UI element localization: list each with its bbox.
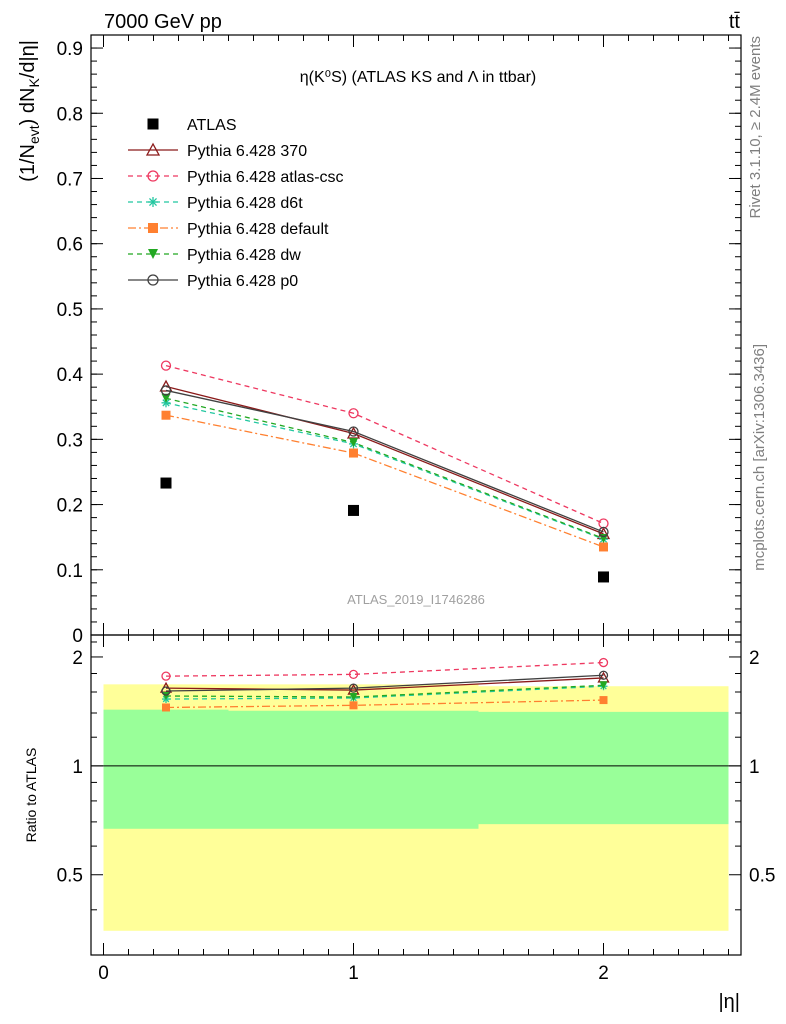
legend-marker [148, 223, 158, 233]
legend-label: Pythia 6.428 d6t [187, 195, 303, 212]
data-point-pythia-6-428-default [599, 542, 608, 552]
ratio-line-pythia-6-428-atlas-csc [165, 661, 604, 677]
main-y-tick-label: 0.1 [57, 561, 83, 582]
data-point-atlas [348, 504, 359, 516]
analysis-watermark: ATLAS_2019_I1746286 [347, 592, 485, 607]
ratio-series-pythia-6-428-default [162, 696, 608, 712]
main-y-axis-label: (1/Nevt) dNK/d|η| [17, 40, 42, 182]
uncertainty-band-inner [103, 709, 229, 829]
legend-label: Pythia 6.428 p0 [187, 273, 298, 290]
main-y-tick-label: 0.9 [57, 39, 83, 60]
data-point-pythia-6-428-default [349, 448, 358, 458]
ratio-y-tick-label-right: 1 [749, 757, 760, 778]
data-point-pythia-6-428-atlas-csc [598, 518, 609, 529]
ratio-plot-frame [90, 634, 742, 956]
legend-marker [148, 249, 158, 259]
ratio-point-pythia-6-428-dw [599, 681, 608, 690]
uncertainty-band-inner [228, 710, 479, 829]
series-pythia-6-428-default [161, 410, 608, 552]
legend-marker [147, 274, 159, 286]
legend-item-pythia-6-428-atlas-csc: Pythia 6.428 atlas-csc [128, 169, 344, 186]
ratio-y-tick-label-right: 2 [749, 648, 760, 669]
rivet-label: Rivet 3.1.10, ≥ 2.4M events [747, 36, 764, 219]
legend-label: Pythia 6.428 atlas-csc [187, 169, 344, 186]
ratio-point-pythia-6-428-dw [349, 693, 358, 702]
ratio-line-pythia-6-428-370 [165, 677, 604, 691]
plot-title: η(K⁰S) (ATLAS KS and Λ in ttbar) [300, 69, 536, 86]
ratio-y-tick-label-right: 0.5 [749, 866, 775, 887]
ratio-y-tick-label: 2 [72, 648, 83, 669]
legend-marker [148, 197, 158, 207]
data-point-pythia-6-428-dw [349, 438, 358, 448]
series-atlas [160, 477, 609, 583]
series-line-pythia-6-428-p0 [165, 389, 604, 533]
data-point-pythia-6-428-default [161, 410, 171, 420]
ratio-y-tick-label: 0.5 [57, 866, 83, 887]
ratio-point-pythia-6-428-p0 [598, 670, 609, 680]
ratio-y-axis-label: Ratio to ATLAS [23, 748, 39, 843]
data-point-atlas [160, 477, 172, 489]
ratio-point-pythia-6-428-default [599, 696, 608, 705]
ratio-point-pythia-6-428-atlas-csc [161, 671, 171, 681]
x-tick-label: 0 [98, 963, 109, 984]
data-point-pythia-6-428-p0 [160, 385, 172, 396]
series-pythia-6-428-p0 [160, 385, 609, 538]
main-y-tick-label: 0.4 [57, 365, 84, 386]
ratio-series-pythia-6-428-p0 [161, 670, 609, 696]
x-axis-label: |η| [718, 991, 740, 1013]
series-line-pythia-6-428-d6t [165, 402, 604, 540]
series-line-pythia-6-428-default [165, 414, 604, 548]
legend-marker [147, 170, 159, 182]
legend-item-pythia-6-428-370: Pythia 6.428 370 [128, 142, 307, 160]
legend-item-pythia-6-428-default: Pythia 6.428 default [128, 221, 329, 238]
ratio-point-pythia-6-428-p0 [348, 683, 359, 693]
main-y-tick-label: 0.8 [57, 104, 83, 125]
mcplots-label: mcplots.cern.ch [arXiv:1306.3436] [751, 344, 768, 571]
x-tick-label: 1 [348, 963, 359, 984]
legend-marker [145, 142, 161, 156]
ratio-line-pythia-6-428-p0 [165, 674, 604, 692]
main-y-tick-label: 0.2 [57, 496, 83, 517]
x-tick-label: 2 [598, 963, 609, 984]
main-y-tick-label: 0.5 [57, 300, 83, 321]
process-label: tt̄ [729, 11, 741, 33]
data-point-pythia-6-428-atlas-csc [348, 408, 359, 419]
legend-label: Pythia 6.428 370 [187, 143, 307, 160]
ratio-point-pythia-6-428-atlas-csc [598, 657, 609, 668]
ratio-y-tick-label: 1 [72, 757, 83, 778]
ratio-point-pythia-6-428-default [349, 701, 358, 710]
legend-label: ATLAS [187, 117, 237, 134]
data-point-atlas [598, 571, 609, 583]
ratio-point-pythia-6-428-p0 [161, 686, 171, 696]
main-y-tick-label: 0.3 [57, 430, 83, 451]
legend-item-atlas: ATLAS [147, 117, 237, 134]
legend-item-pythia-6-428-dw: Pythia 6.428 dw [128, 247, 301, 264]
legend-item-pythia-6-428-p0: Pythia 6.428 p0 [128, 273, 298, 290]
ratio-line-pythia-6-428-dw [165, 684, 604, 698]
main-y-tick-label: 0.7 [57, 169, 83, 190]
data-point-pythia-6-428-atlas-csc [160, 360, 172, 371]
uncertainty-band-inner [478, 711, 729, 825]
legend-label: Pythia 6.428 dw [187, 247, 301, 264]
legend-item-pythia-6-428-d6t: Pythia 6.428 d6t [128, 195, 303, 212]
data-point-pythia-6-428-dw [161, 393, 171, 403]
main-y-tick-label: 0.6 [57, 235, 83, 256]
ratio-line-pythia-6-428-d6t [165, 685, 604, 700]
series-line-pythia-6-428-370 [165, 385, 604, 535]
ratio-series-pythia-6-428-atlas-csc [161, 657, 609, 681]
ratio-point-pythia-6-428-default [162, 703, 170, 712]
data-point-pythia-6-428-p0 [598, 526, 609, 538]
main-y-tick-label: 0 [72, 626, 83, 647]
series-line-pythia-6-428-dw [165, 397, 604, 540]
legend-marker [147, 118, 159, 130]
series-pythia-6-428-d6t [161, 398, 608, 544]
legend-label: Pythia 6.428 default [187, 221, 329, 238]
series-line-pythia-6-428-atlas-csc [165, 365, 604, 525]
collision-label: 7000 GeV pp [104, 11, 222, 33]
ratio-point-pythia-6-428-atlas-csc [348, 669, 359, 680]
data-point-pythia-6-428-p0 [348, 426, 359, 437]
